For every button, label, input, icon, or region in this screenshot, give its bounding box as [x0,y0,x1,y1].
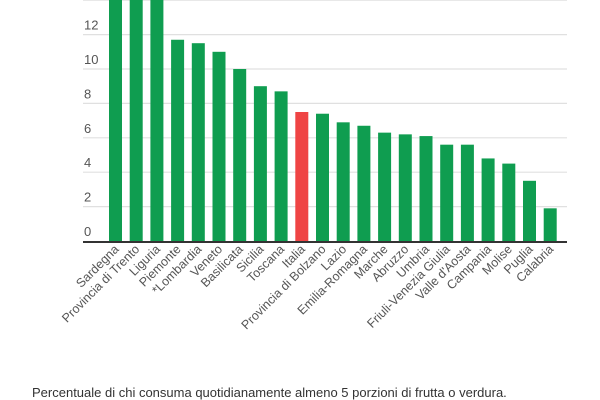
bar-liguria [150,0,164,241]
bar-provincia-di-bolzano [316,113,329,241]
bar-veneto [212,51,226,241]
bar-sicilia [253,86,267,241]
y-tick-label: 2 [84,190,91,205]
bar-basilicata [233,69,247,241]
y-axis-ticks: 0 2 4 6 8 10 12 [84,18,98,239]
bar-molise [502,163,516,241]
bar-friuli-venezia-giulia [440,144,454,241]
y-tick-label: 0 [84,224,91,239]
chart-caption: Percentuale di chi consuma quotidianamen… [32,385,507,400]
y-tick-label: 6 [84,121,91,136]
bar-emilia-romagna [357,125,371,241]
bar-campania [481,158,495,241]
y-tick-label: 4 [84,155,91,170]
bar-piemonte [171,39,185,242]
y-tick-label: 12 [84,18,98,33]
y-tick-label: 10 [84,52,98,67]
bar--lombardia [191,43,205,242]
bar-puglia [523,180,536,241]
bars [109,0,557,242]
bar-umbria [419,136,433,241]
bar-toscana [274,91,288,241]
bar-calabria [543,208,557,241]
bar-italia [295,112,309,241]
y-tick-label: 8 [84,86,91,101]
bar-sardegna [109,0,122,241]
bar-marche [378,132,392,241]
bar-lazio [336,122,350,241]
bar-provincia-di-trento [129,0,143,241]
bar-abruzzo [398,134,412,241]
bar-valle-d-aosta [460,144,474,241]
